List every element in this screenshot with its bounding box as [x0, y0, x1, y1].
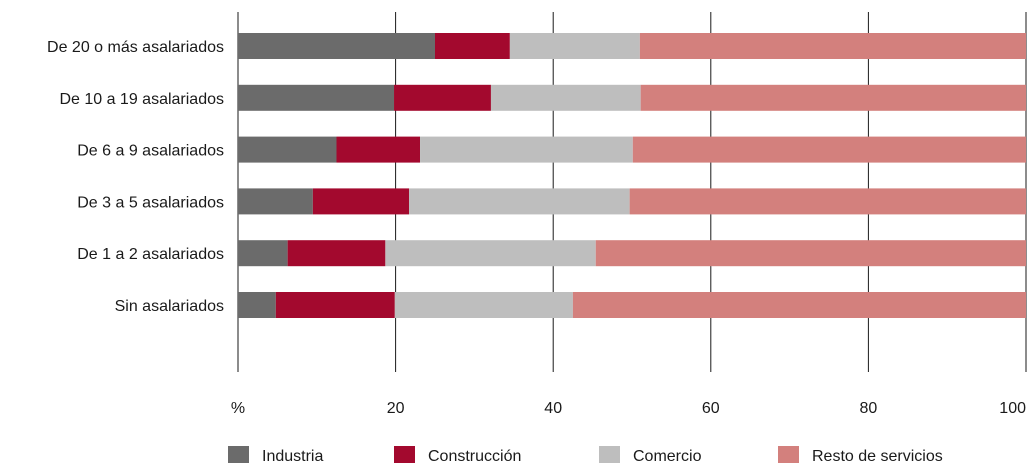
bar-segment — [336, 136, 421, 163]
legend-label: Industria — [262, 448, 323, 463]
bar-segment — [408, 188, 630, 215]
legend-swatch — [778, 446, 799, 463]
bar-segment — [275, 292, 395, 318]
bar-segment — [509, 33, 640, 59]
x-axis-ticks: % 20 40 60 80 100 — [231, 400, 1026, 417]
category-label: De 3 a 5 asalariados — [77, 194, 224, 211]
x-tick-label: 20 — [387, 400, 405, 417]
bar-segment — [238, 33, 435, 59]
x-tick-label: 60 — [702, 400, 720, 417]
legend-label: Resto de servicios — [812, 448, 943, 463]
bar-segment — [238, 240, 288, 267]
legend-item: Comercio — [599, 446, 702, 463]
x-tick-label: 100 — [999, 400, 1026, 417]
legend-swatch — [599, 446, 620, 463]
bar-segment — [640, 84, 1026, 111]
bars — [238, 33, 1026, 318]
x-tick-label: 80 — [860, 400, 878, 417]
bar-segment — [312, 188, 409, 215]
bar-segment — [287, 240, 386, 267]
category-label: De 10 a 19 asalariados — [59, 91, 224, 108]
bar-segment — [238, 292, 276, 318]
bar-segment — [435, 33, 510, 59]
category-label: De 1 a 2 asalariados — [77, 246, 224, 263]
category-labels: De 20 o más asalariados De 10 a 19 asalar… — [47, 39, 224, 315]
legend-label: Construcción — [428, 448, 521, 463]
bar-segment — [394, 292, 573, 318]
legend-item: Industria — [228, 446, 323, 463]
bar-segment — [238, 84, 395, 111]
legend-swatch — [228, 446, 249, 463]
category-label: De 6 a 9 asalariados — [77, 143, 224, 160]
bar-segment — [629, 188, 1026, 215]
bar-segment — [420, 136, 633, 163]
bar-segment — [238, 136, 337, 163]
legend-item: Resto de servicios — [778, 446, 943, 463]
bar-segment — [572, 292, 1026, 318]
x-axis-unit-label: % — [231, 400, 245, 417]
legend: Industria Construcción Comercio Resto de se… — [228, 446, 943, 463]
x-tick-label: 40 — [544, 400, 562, 417]
bar-segment — [394, 84, 491, 111]
bar-segment — [595, 240, 1026, 267]
bar-segment — [632, 136, 1026, 163]
bar-segment — [385, 240, 596, 267]
bar-segment — [238, 188, 313, 215]
legend-swatch — [394, 446, 415, 463]
legend-label: Comercio — [633, 448, 702, 463]
legend-item: Construcción — [394, 446, 521, 463]
category-label: De 20 o más asalariados — [47, 39, 224, 56]
bar-segment — [490, 84, 641, 111]
category-label: Sin asalariados — [115, 298, 224, 315]
bar-segment — [639, 33, 1026, 59]
